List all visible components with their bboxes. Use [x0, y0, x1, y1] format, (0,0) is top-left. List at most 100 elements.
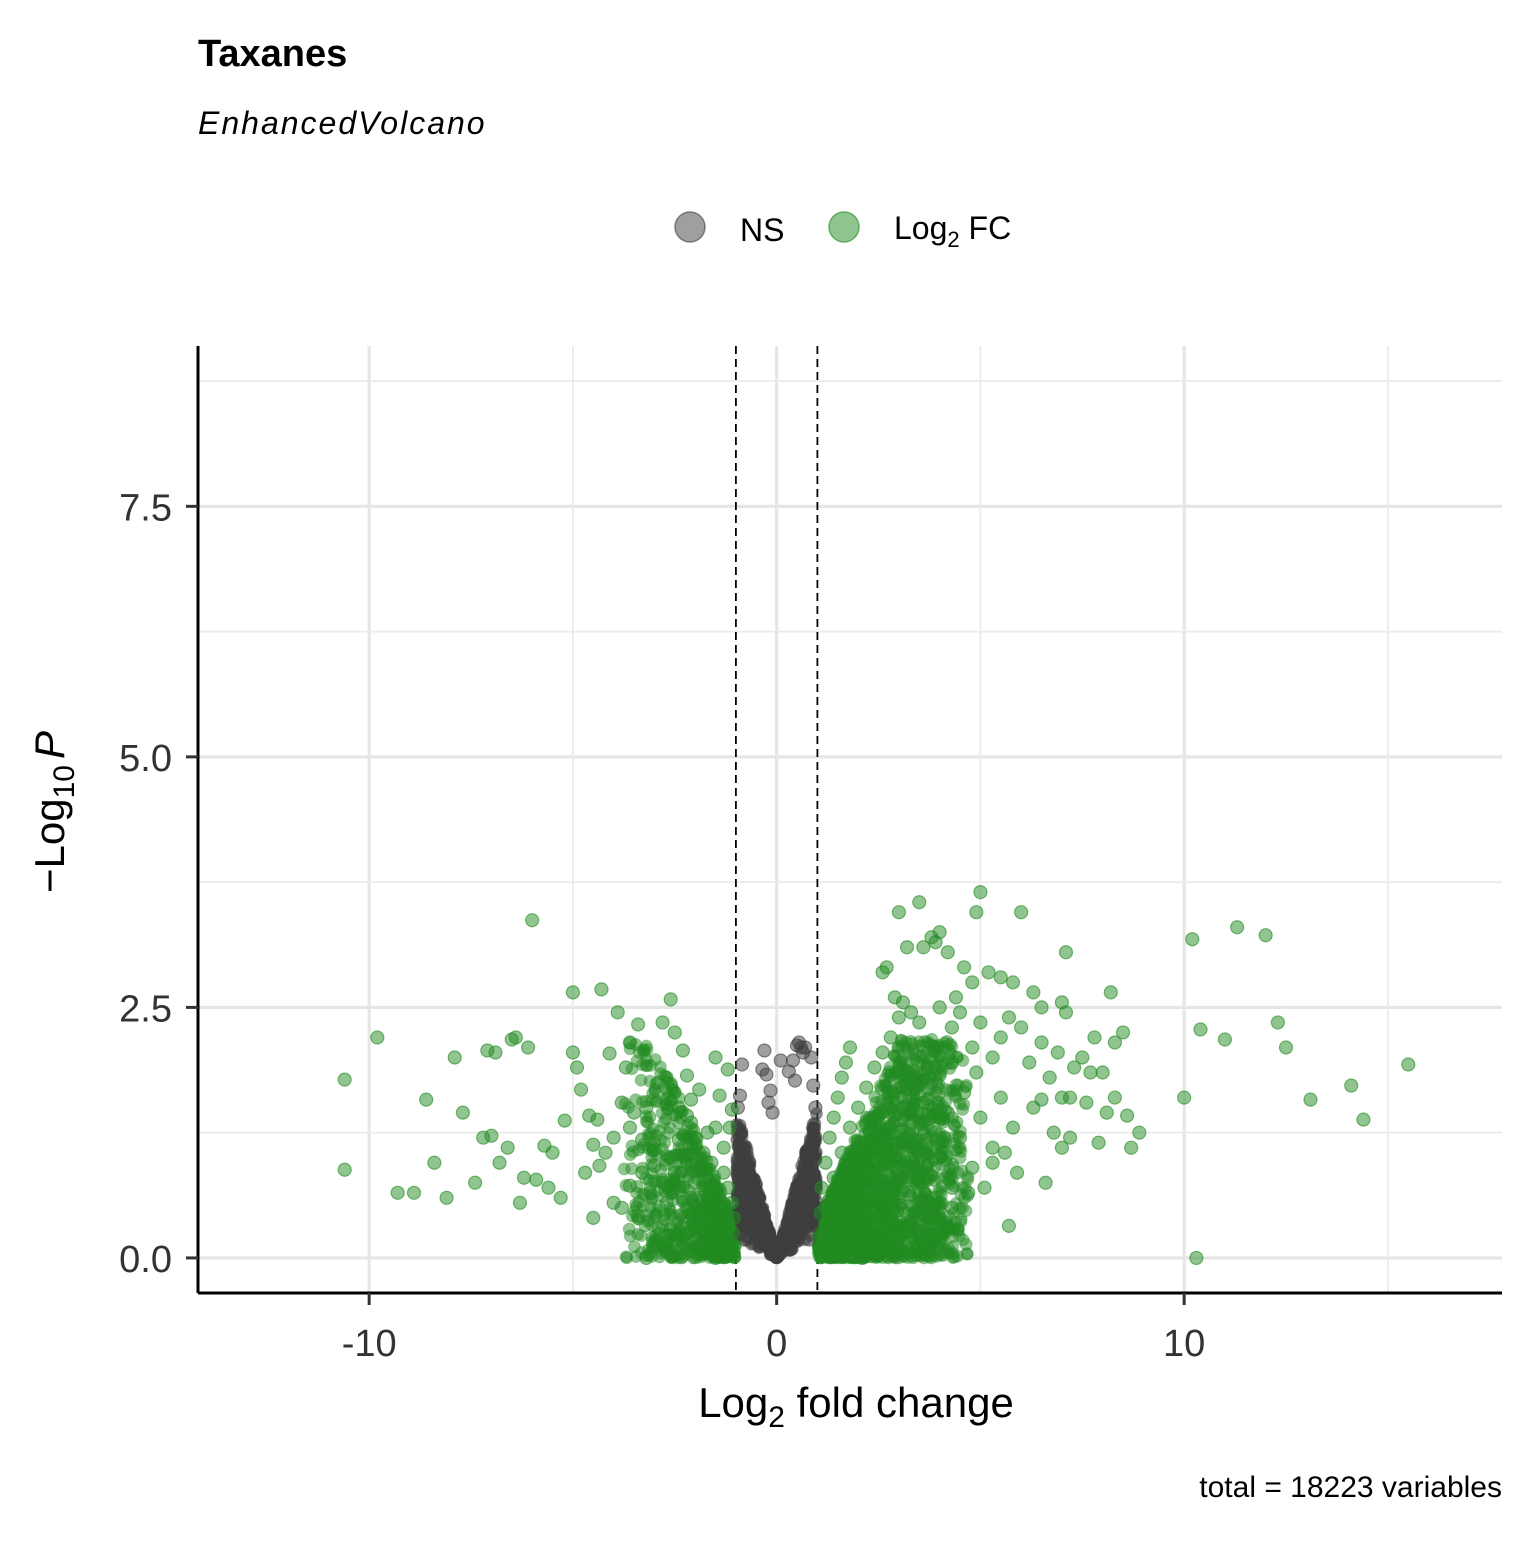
point-fc [679, 1068, 695, 1083]
legend-swatch-ns [674, 211, 706, 243]
point-fc [337, 1072, 352, 1087]
point-fc [716, 1140, 731, 1155]
point-fc [1091, 1135, 1106, 1150]
point-fc [826, 1170, 841, 1185]
point-fc [892, 1232, 906, 1246]
point-fc [618, 1060, 633, 1075]
point-fc [573, 1082, 589, 1097]
point-fc [932, 1150, 947, 1165]
legend-label-ns: NS [740, 212, 784, 248]
point-fc [1107, 1090, 1122, 1105]
point-fc [965, 1040, 980, 1055]
point-fc [944, 1055, 959, 1070]
point-ns [750, 1182, 764, 1196]
point-fc [1230, 920, 1245, 935]
caption: total = 18223 variables [1199, 1471, 1502, 1504]
point-fc [712, 1200, 727, 1215]
y-axis-title: −Log10P [26, 731, 81, 893]
point-fc [455, 1105, 470, 1120]
point-ns [757, 1208, 771, 1222]
point-fc [875, 1235, 890, 1250]
point-fc [512, 1195, 528, 1210]
point-fc [934, 1068, 948, 1082]
point-fc [1095, 1065, 1110, 1080]
point-fc [720, 1180, 735, 1195]
point-fc [406, 1185, 422, 1200]
point-ns [798, 1163, 812, 1177]
point-fc [520, 1040, 536, 1055]
point-fc [640, 1058, 654, 1072]
point-fc [944, 1180, 959, 1195]
point-fc [1401, 1057, 1416, 1072]
point-ns [787, 1073, 803, 1088]
point-fc [842, 1040, 858, 1055]
point-fc [724, 1195, 739, 1210]
point-fc [679, 1225, 695, 1240]
point-fc [899, 940, 915, 955]
point-fc [948, 990, 964, 1005]
point-ns [782, 1234, 796, 1248]
point-fc [1054, 1140, 1070, 1155]
point-fc [912, 895, 927, 910]
point-fc [1099, 1105, 1114, 1120]
point-fc [419, 1092, 434, 1107]
point-fc [667, 1025, 682, 1040]
point-fc [1278, 1040, 1294, 1055]
point-fc [659, 1195, 674, 1210]
point-fc [1079, 1095, 1094, 1110]
point-fc [842, 1120, 858, 1135]
point-fc [592, 1158, 607, 1173]
point-fc [508, 1030, 523, 1045]
point-fc [659, 1240, 674, 1256]
point-fc [867, 1060, 882, 1075]
point-fc [871, 1210, 886, 1225]
point-fc [516, 1170, 532, 1185]
point-fc [826, 1110, 841, 1125]
point-fc [679, 1108, 695, 1123]
point-fc [1258, 928, 1273, 943]
point-fc [626, 1105, 642, 1120]
point-fc [947, 1222, 961, 1236]
point-fc [1062, 1090, 1078, 1105]
point-ns [734, 1057, 750, 1072]
point-fc [667, 1165, 682, 1180]
point-fc [1185, 932, 1200, 947]
point-fc [720, 1062, 735, 1077]
point-fc [700, 1125, 715, 1140]
point-ns [732, 1088, 748, 1103]
point-fc [1058, 1005, 1074, 1020]
point-ns [745, 1216, 759, 1230]
point-fc [553, 1190, 568, 1205]
point-fc [569, 1060, 585, 1075]
point-fc [1050, 1045, 1065, 1060]
point-fc [639, 1250, 654, 1266]
point-fc [977, 1180, 992, 1195]
point-fc [692, 1160, 707, 1175]
point-fc [447, 1050, 462, 1065]
point-fc [1119, 1108, 1135, 1123]
x-tick-label: 0 [766, 1323, 787, 1365]
point-ns [765, 1105, 780, 1120]
point-fc [668, 1086, 682, 1100]
point-fc [1270, 1015, 1285, 1030]
point-ns [759, 1067, 774, 1082]
point-fc [1034, 1035, 1049, 1050]
point-fc [716, 1230, 731, 1245]
y-tick-label: 2.5 [119, 988, 172, 1030]
point-fc [973, 885, 988, 900]
point-fc [427, 1155, 442, 1170]
point-fc [484, 1128, 499, 1143]
point-fc [912, 1145, 927, 1160]
point-ns [763, 1083, 778, 1098]
point-fc [883, 1030, 898, 1045]
point-fc [834, 1070, 849, 1085]
point-fc [614, 1095, 629, 1110]
point-fc [871, 1140, 886, 1155]
point-fc [488, 1045, 503, 1060]
point-fc [439, 1190, 454, 1205]
point-fc [622, 1035, 638, 1050]
point-fc [944, 1020, 959, 1035]
point-fc [818, 1155, 833, 1170]
point-fc [875, 1045, 890, 1060]
point-fc [855, 1195, 870, 1210]
